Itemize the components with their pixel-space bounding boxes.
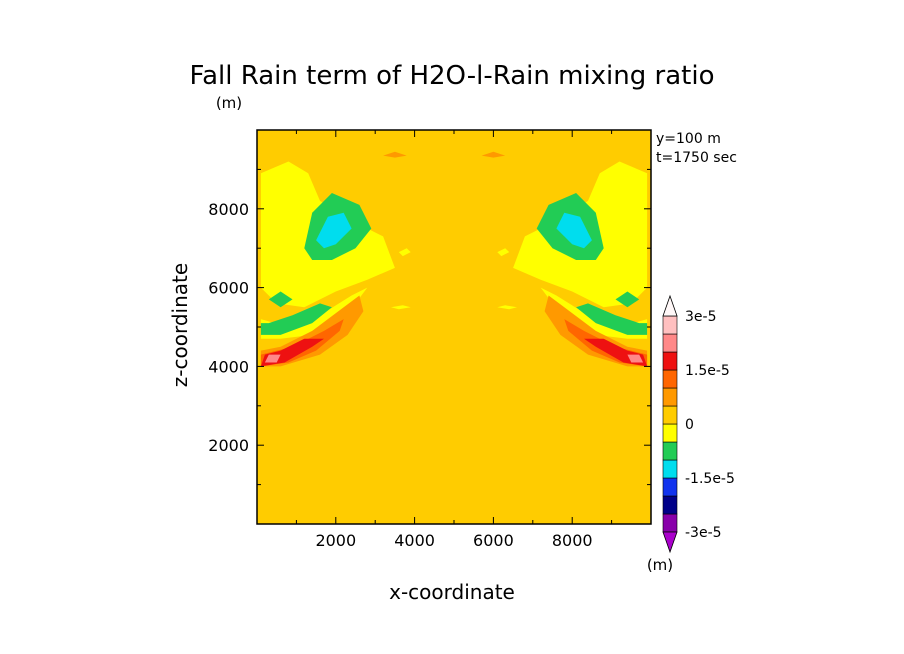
plot-area [257,130,651,524]
title-units: (m) [216,94,242,112]
y-tick-label: 6000 [208,279,249,298]
contour-mid-yellow-left [398,248,411,257]
x-tick-label: 8000 [552,531,593,550]
contour-mid-yellow-right [497,248,510,257]
colorbar-label: 1.5e-5 [685,363,730,379]
colorbar: 3e-5 1.5e-5 0 -1.5e-5 -3e-5 [662,294,735,554]
colorbar-swatch [662,369,678,389]
y-tick-label: 4000 [208,357,249,376]
chart-title: Fall Rain term of H2O-l-Rain mixing rati… [190,61,715,91]
contour-top-orange-left [383,151,407,158]
contour-right-green-small [615,291,640,308]
colorbar-label: -3e-5 [685,525,722,541]
annotation-t: t=1750 sec [656,150,737,166]
contour-left-cyan-blob [316,212,352,249]
y-tick-label: 8000 [208,200,249,219]
colorbar-swatch [662,333,678,353]
colorbar-units: (m) [647,556,673,574]
x-axis-label: x-coordinate [389,580,515,604]
colorbar-swatch [662,315,678,335]
contour-mid-yellow-left-2 [391,305,411,310]
colorbar-swatch [662,495,678,515]
contour-right-green-band [576,303,648,335]
colorbar-min-triangle [662,531,678,554]
contour-mid-yellow-right-2 [497,305,517,310]
contour-top-orange-right [481,151,506,158]
colorbar-swatch [662,459,678,479]
contour-right-pink-core [627,354,644,363]
contour-left-green-band [260,303,332,335]
y-axis-label: z-coordinate [168,263,192,387]
colorbar-swatch [662,351,678,371]
x-tick-label: 2000 [315,531,356,550]
x-tick-label: 4000 [394,531,435,550]
colorbar-label: -1.5e-5 [685,471,735,487]
x-tick-label: 6000 [473,531,514,550]
contour-right-cyan-blob [556,212,592,249]
contour-left-pink-core [264,354,281,363]
colorbar-swatch [662,441,678,461]
colorbar-max-triangle [662,294,678,317]
colorbar-label: 3e-5 [685,309,716,325]
annotation-y: y=100 m [656,131,721,147]
colorbar-swatch [662,513,678,533]
colorbar-label: 0 [685,417,694,433]
colorbar-swatch [662,405,678,425]
colorbar-swatch [662,423,678,443]
contour-left-green-small [268,291,293,308]
y-tick-label: 2000 [208,436,249,455]
colorbar-swatch [662,387,678,407]
axes: 2000 4000 6000 8000 2000 4000 6000 8000 [208,129,652,550]
colorbar-swatch [662,477,678,497]
